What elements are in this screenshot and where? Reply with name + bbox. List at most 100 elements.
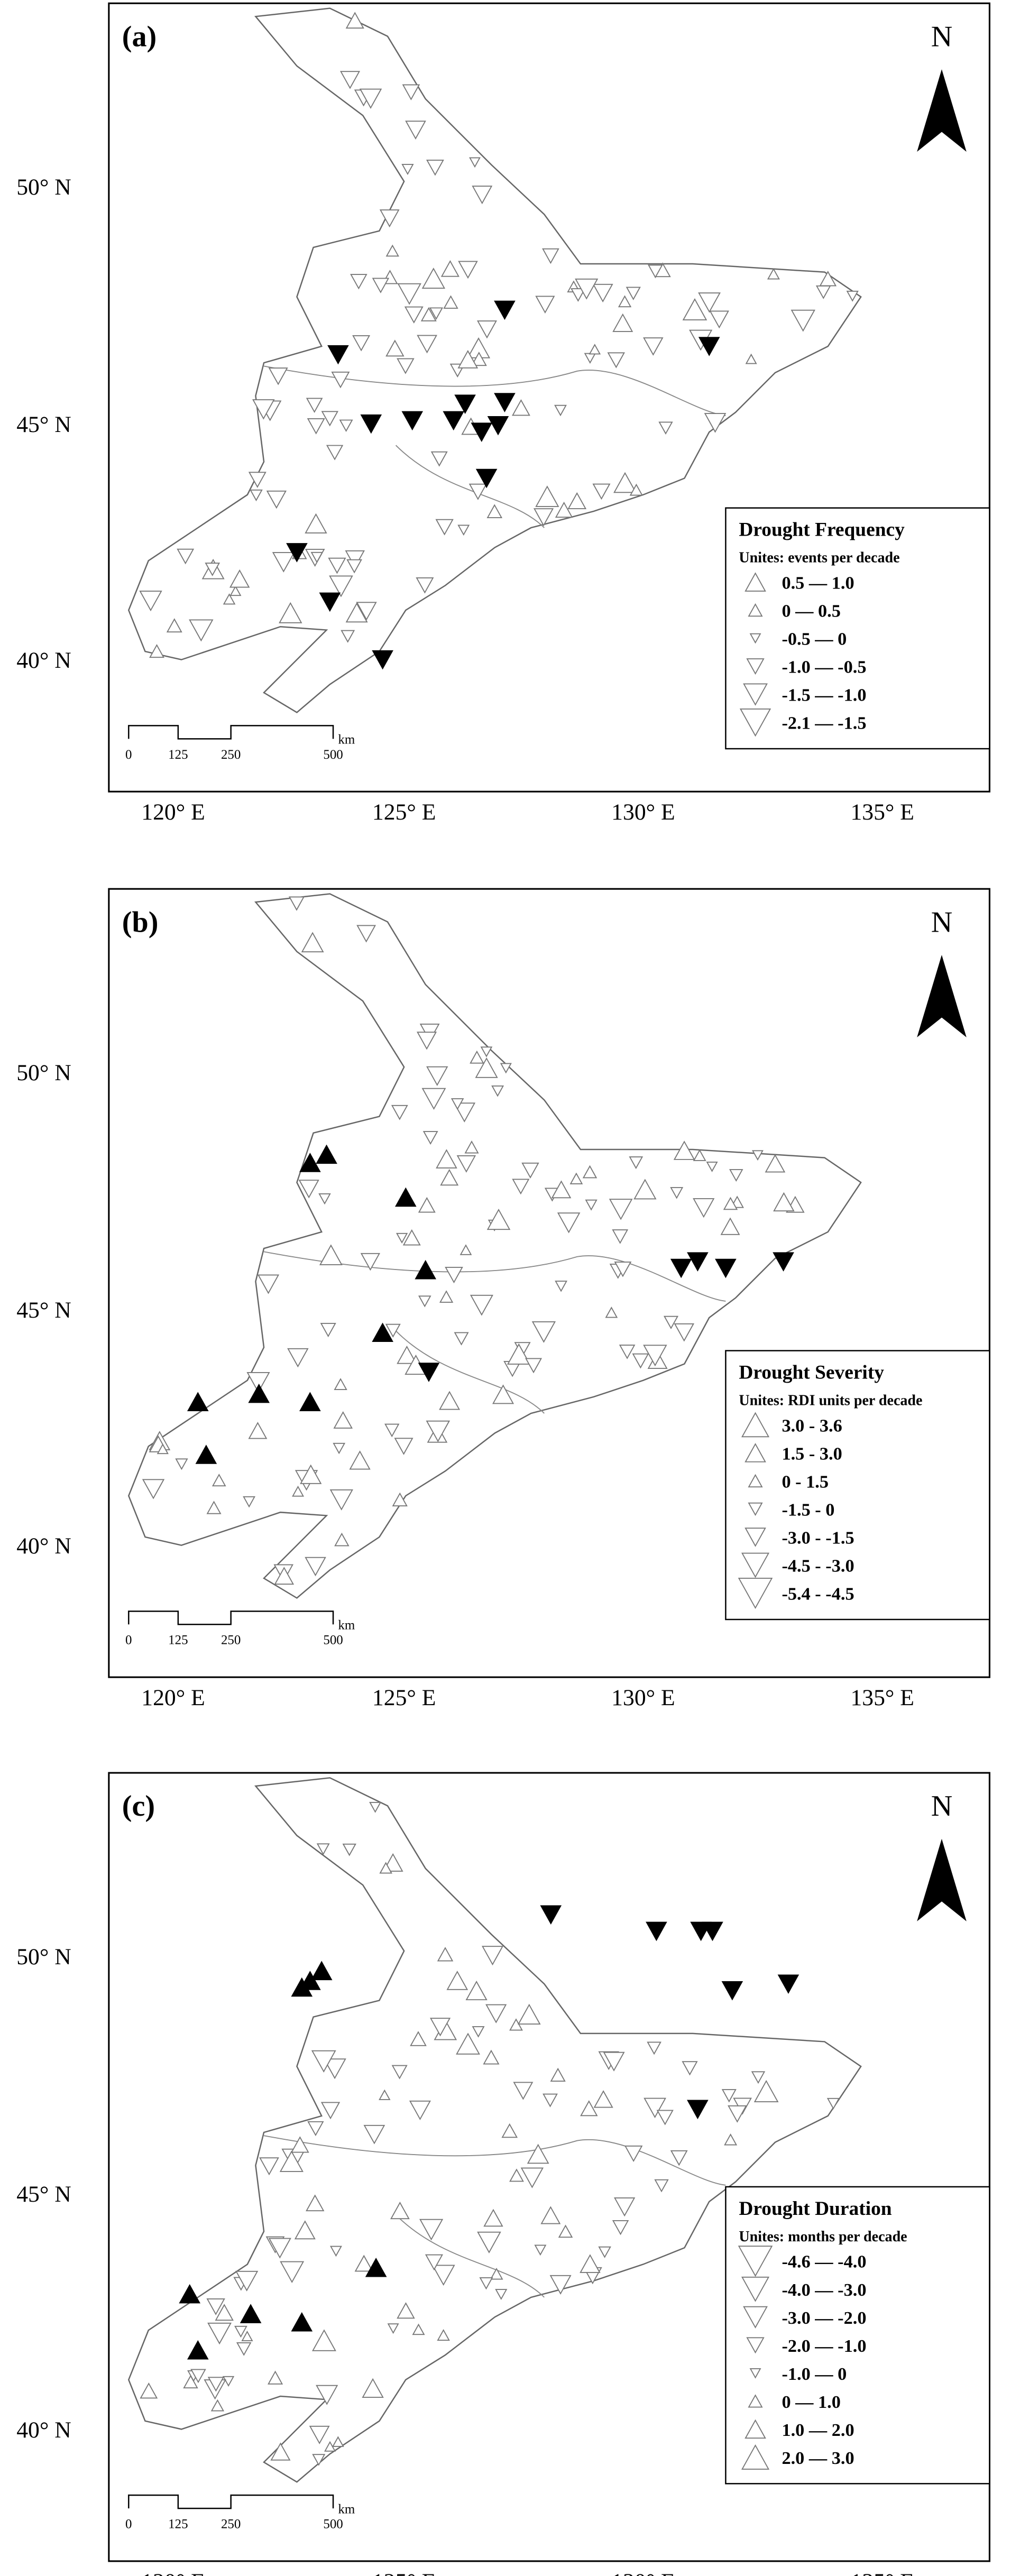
station-marker: [605, 1307, 618, 1318]
scale-label: 125: [168, 1633, 188, 1648]
station-marker: [682, 2061, 698, 2076]
legend-item: 3.0 - 3.6: [782, 1415, 842, 1436]
station-marker: [670, 1258, 692, 1278]
latitude-label: 40° N: [16, 648, 71, 673]
station-marker: [259, 2157, 279, 2176]
station-marker: [456, 1155, 476, 1173]
station-marker: [437, 2329, 450, 2341]
station-marker: [157, 1443, 169, 1455]
station-marker: [234, 2325, 247, 2338]
station-marker: [416, 1032, 437, 1050]
station-marker: [527, 2143, 549, 2164]
station-marker: [609, 1199, 633, 1220]
station-marker: [614, 1261, 632, 1277]
station-marker: [475, 1057, 498, 1078]
station-marker: [687, 2100, 709, 2120]
station-marker: [401, 411, 424, 431]
map-panel: (b) N 50° N 45° N 40° N 120° E 125° E 130° E 135…: [16, 888, 991, 1710]
station-marker: [350, 274, 367, 290]
station-marker: [646, 1921, 667, 1942]
station-marker: [279, 602, 302, 623]
station-marker: [748, 1474, 763, 1488]
station-marker: [298, 1180, 319, 1199]
station-marker: [421, 1088, 446, 1110]
station-marker: [749, 633, 761, 644]
station-marker: [431, 2265, 455, 2286]
scale-unit: km: [338, 733, 355, 747]
station-marker: [404, 306, 424, 324]
station-marker: [555, 501, 573, 518]
station-marker: [475, 468, 498, 489]
station-marker: [777, 1974, 799, 1994]
latitude-label: 50° N: [16, 1060, 71, 1085]
station-marker: [749, 2368, 761, 2379]
longitude-label: 135° E: [850, 1685, 914, 1710]
station-marker: [525, 1358, 543, 1374]
station-marker: [598, 2246, 611, 2258]
north-arrow: [917, 1838, 967, 1921]
station-marker: [791, 309, 815, 332]
station-marker: [290, 2136, 309, 2153]
station-marker: [266, 490, 287, 509]
station-marker: [329, 575, 353, 597]
legend-box: [725, 2186, 990, 2485]
station-marker: [773, 1192, 795, 1212]
station-marker: [394, 1187, 417, 1207]
legend-item: -1.5 — -1.0: [782, 685, 866, 705]
station-marker: [603, 2051, 625, 2072]
station-marker: [741, 1412, 770, 1438]
station-marker: [619, 1345, 636, 1359]
panel-label: (c): [122, 1790, 155, 1823]
station-marker: [385, 1323, 401, 1338]
legend-units: Unites: events per decade: [739, 550, 899, 566]
station-marker: [328, 557, 346, 574]
station-marker: [738, 1578, 773, 1609]
north-label: N: [931, 1790, 953, 1823]
station-marker: [612, 1229, 629, 1244]
station-marker: [379, 2089, 391, 2100]
station-marker: [629, 483, 644, 496]
station-marker: [656, 2110, 674, 2126]
station-marker: [520, 2167, 544, 2188]
station-marker: [724, 2133, 738, 2146]
legend-item: -4.0 — -3.0: [782, 2280, 866, 2300]
station-marker: [327, 345, 349, 365]
station-marker: [379, 209, 400, 228]
station-marker: [826, 2097, 840, 2110]
station-marker: [485, 2004, 507, 2023]
longitude-label: 130° E: [611, 2569, 675, 2576]
station-marker: [280, 2261, 305, 2284]
station-marker: [349, 1450, 371, 1470]
station-marker: [440, 1169, 459, 1186]
station-marker: [320, 1323, 336, 1338]
legend-item: 0 — 0.5: [782, 601, 840, 621]
station-marker: [663, 1315, 679, 1329]
station-marker: [745, 353, 757, 364]
station-marker: [521, 1162, 539, 1179]
scale-label: 250: [221, 1633, 241, 1648]
station-marker: [360, 414, 382, 434]
longitude-label: 130° E: [611, 799, 675, 825]
station-marker: [471, 352, 487, 366]
station-marker: [287, 1348, 309, 1368]
station-marker: [246, 1372, 270, 1393]
station-marker: [177, 548, 195, 565]
station-marker: [729, 1169, 743, 1182]
station-marker: [385, 339, 405, 357]
station-marker: [534, 2244, 547, 2256]
legend-title: Drought Duration: [739, 2198, 891, 2220]
station-marker: [745, 1528, 766, 1547]
station-marker: [417, 335, 437, 354]
station-marker: [517, 2003, 541, 2025]
station-marker: [268, 2238, 291, 2259]
station-marker: [352, 335, 371, 352]
station-marker: [453, 1102, 476, 1123]
station-marker: [492, 1384, 514, 1404]
legend-item: -0.5 — 0: [782, 629, 847, 649]
station-marker: [190, 2369, 206, 2384]
station-marker: [339, 71, 361, 89]
station-marker: [319, 592, 341, 612]
longitude-label: 125° E: [372, 1685, 436, 1710]
latitude-label: 40° N: [16, 2417, 71, 2443]
